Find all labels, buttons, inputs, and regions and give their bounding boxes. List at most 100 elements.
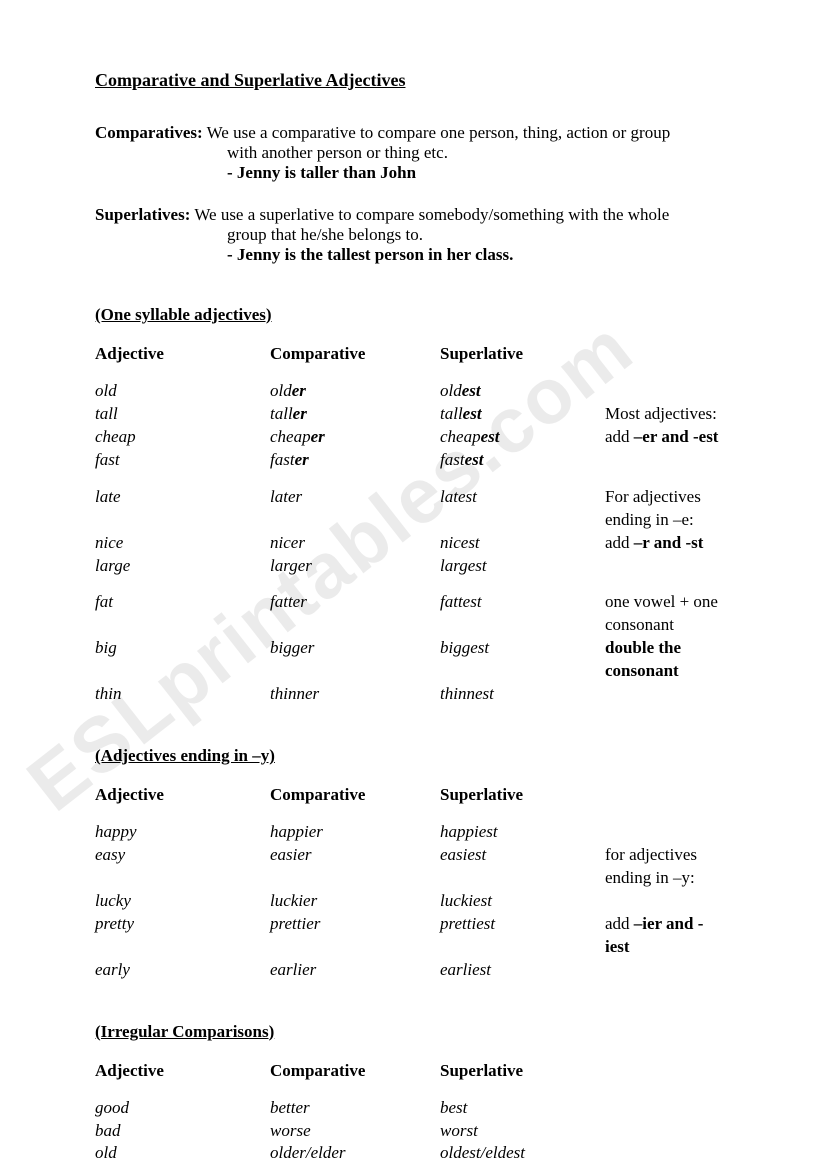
table-row: big bigger biggest double the consonant	[95, 637, 726, 683]
superlatives-definition: Superlatives: We use a superlative to co…	[95, 205, 726, 265]
adj-cell: late	[95, 486, 270, 532]
comp-cell: nicer	[270, 532, 440, 555]
sup-cell: worst	[440, 1120, 605, 1143]
adj-cell: large	[95, 555, 270, 578]
note-cell: For adjectives ending in –e:	[605, 486, 726, 532]
sup-cell: earliest	[440, 959, 605, 982]
comp-cell: luckier	[270, 890, 440, 913]
sup-text-1: We use a superlative to compare somebody…	[190, 205, 669, 224]
table-row: pretty prettier prettiest add –ier and -…	[95, 913, 726, 959]
sup-cell: thinnest	[440, 683, 605, 706]
header-adjective: Adjective	[95, 343, 270, 366]
section-irregular: (Irregular Comparisons)	[95, 1022, 726, 1042]
table-header: Adjective Comparative Superlative	[95, 343, 726, 366]
sup-cell: happiest	[440, 821, 605, 844]
sup-cell: tallest	[440, 403, 605, 426]
comp-text-2: with another person or thing etc.	[227, 143, 726, 163]
header-comparative: Comparative	[270, 343, 440, 366]
comp-cell: earlier	[270, 959, 440, 982]
table-row: cheap cheaper cheapest add –er and -est	[95, 426, 726, 449]
comp-cell: taller	[270, 403, 440, 426]
adj-cell: lucky	[95, 890, 270, 913]
comparatives-definition: Comparatives: We use a comparative to co…	[95, 123, 726, 183]
comp-cell: easier	[270, 844, 440, 890]
comp-cell: worse	[270, 1120, 440, 1143]
comp-cell: larger	[270, 555, 440, 578]
header-superlative: Superlative	[440, 784, 605, 807]
header-adjective: Adjective	[95, 1060, 270, 1083]
sup-label: Superlatives:	[95, 205, 190, 224]
sup-cell: nicest	[440, 532, 605, 555]
adj-cell: good	[95, 1097, 270, 1120]
adj-cell: big	[95, 637, 270, 683]
adj-cell: thin	[95, 683, 270, 706]
sup-cell: prettiest	[440, 913, 605, 959]
note-cell: add –ier and -iest	[605, 913, 726, 959]
adj-cell: early	[95, 959, 270, 982]
adj-cell: old	[95, 1142, 270, 1165]
sup-example: - Jenny is the tallest person in her cla…	[227, 245, 726, 265]
comp-cell: older	[270, 380, 440, 403]
comp-cell: later	[270, 486, 440, 532]
section-ending-y: (Adjectives ending in –y)	[95, 746, 726, 766]
header-comparative: Comparative	[270, 1060, 440, 1083]
note-cell: add –r and -st	[605, 532, 726, 555]
sup-cell: fattest	[440, 591, 605, 637]
table-row: easy easier easiest for adjectives endin…	[95, 844, 726, 890]
sup-cell: fastest	[440, 449, 605, 472]
comp-label: Comparatives:	[95, 123, 203, 142]
comp-cell: happier	[270, 821, 440, 844]
table-row: happy happier happiest	[95, 821, 726, 844]
table-row: old older oldest	[95, 380, 726, 403]
note-cell	[605, 555, 726, 578]
table-row: bad worse worst	[95, 1120, 726, 1143]
note-cell	[605, 959, 726, 982]
header-superlative: Superlative	[440, 1060, 605, 1083]
sup-cell: luckiest	[440, 890, 605, 913]
table-header: Adjective Comparative Superlative	[95, 1060, 726, 1083]
table-row: good better best	[95, 1097, 726, 1120]
sup-cell: oldest/eldest	[440, 1142, 605, 1165]
table-row: thin thinner thinnest	[95, 683, 726, 706]
header-adjective: Adjective	[95, 784, 270, 807]
adj-cell: bad	[95, 1120, 270, 1143]
adj-cell: pretty	[95, 913, 270, 959]
adj-cell: happy	[95, 821, 270, 844]
sup-cell: largest	[440, 555, 605, 578]
sup-text-2: group that he/she belongs to.	[227, 225, 726, 245]
section-one-syllable: (One syllable adjectives)	[95, 305, 726, 325]
sup-cell: oldest	[440, 380, 605, 403]
comp-cell: fatter	[270, 591, 440, 637]
sup-cell: latest	[440, 486, 605, 532]
comp-cell: better	[270, 1097, 440, 1120]
adj-cell: old	[95, 380, 270, 403]
adj-cell: tall	[95, 403, 270, 426]
page-title: Comparative and Superlative Adjectives	[95, 70, 726, 91]
table-row: large larger largest	[95, 555, 726, 578]
comp-cell: prettier	[270, 913, 440, 959]
table-row: lucky luckier luckiest	[95, 890, 726, 913]
comp-cell: older/elder	[270, 1142, 440, 1165]
note-cell	[605, 683, 726, 706]
note-cell	[605, 821, 726, 844]
table-row: early earlier earliest	[95, 959, 726, 982]
adj-cell: fat	[95, 591, 270, 637]
adj-cell: easy	[95, 844, 270, 890]
comp-example: - Jenny is taller than John	[227, 163, 726, 183]
header-comparative: Comparative	[270, 784, 440, 807]
sup-cell: easiest	[440, 844, 605, 890]
note-cell: add –er and -est	[605, 426, 726, 449]
adj-cell: fast	[95, 449, 270, 472]
comp-cell: bigger	[270, 637, 440, 683]
table-row: fat fatter fattest one vowel + one conso…	[95, 591, 726, 637]
note-cell: for adjectives ending in –y:	[605, 844, 726, 890]
table-row: fast faster fastest	[95, 449, 726, 472]
comp-cell: thinner	[270, 683, 440, 706]
sup-cell: cheapest	[440, 426, 605, 449]
table-row: old older/elder oldest/eldest	[95, 1142, 726, 1165]
sup-cell: biggest	[440, 637, 605, 683]
comp-cell: cheaper	[270, 426, 440, 449]
note-cell	[605, 380, 726, 403]
note-cell: double the consonant	[605, 637, 726, 683]
header-superlative: Superlative	[440, 343, 605, 366]
